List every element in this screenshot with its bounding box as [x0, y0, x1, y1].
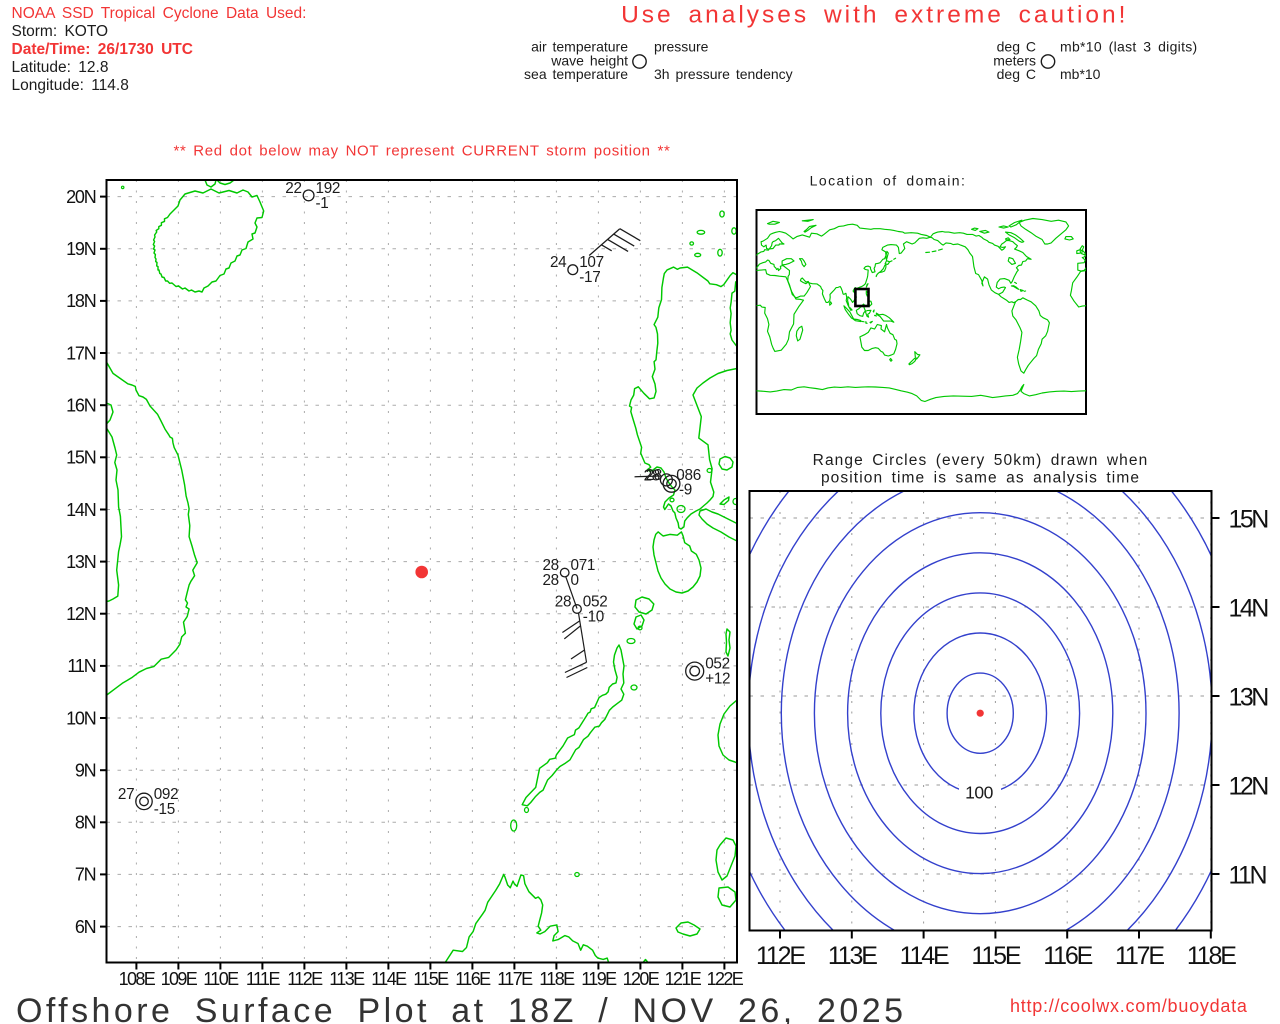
svg-text:** Red dot below may NOT repre: ** Red dot below may NOT represent CURRE…: [174, 143, 671, 160]
svg-text:15N: 15N: [1229, 506, 1269, 534]
svg-text:air temperature: air temperature: [531, 39, 628, 55]
svg-text:113E: 113E: [329, 969, 365, 989]
svg-text:118E: 118E: [1187, 942, 1236, 970]
svg-text:112E: 112E: [287, 969, 323, 989]
svg-text:Range Circles (every 50km) dra: Range Circles (every 50km) drawn when: [813, 452, 1149, 469]
svg-text:115E: 115E: [413, 969, 449, 989]
svg-text:0: 0: [571, 572, 579, 589]
svg-text:deg C: deg C: [997, 66, 1036, 82]
svg-text:109E: 109E: [161, 969, 198, 989]
svg-text:052: 052: [583, 594, 608, 611]
svg-text:14N: 14N: [1229, 595, 1269, 623]
svg-text:17N: 17N: [66, 343, 96, 363]
svg-text:111E: 111E: [246, 969, 281, 989]
svg-text:8N: 8N: [75, 813, 96, 833]
svg-text:115E: 115E: [971, 942, 1020, 970]
svg-text:119E: 119E: [581, 969, 617, 989]
svg-text:112E: 112E: [756, 942, 805, 970]
svg-text:15N: 15N: [66, 448, 96, 468]
svg-text:192: 192: [316, 180, 341, 197]
svg-text:sea temperature: sea temperature: [524, 66, 628, 82]
svg-text:110E: 110E: [203, 969, 239, 989]
svg-text:Longitude: 114.8: Longitude: 114.8: [12, 77, 129, 94]
svg-text:NOAA SSD Tropical Cyclone Data: NOAA SSD Tropical Cyclone Data Used:: [12, 5, 307, 22]
svg-text:-15: -15: [154, 801, 175, 818]
svg-text:wave height: wave height: [550, 53, 628, 69]
svg-text:107: 107: [579, 254, 604, 271]
svg-text:19N: 19N: [66, 239, 96, 259]
svg-text:3h pressure tendency: 3h pressure tendency: [654, 66, 793, 82]
svg-text:pressure: pressure: [654, 39, 709, 55]
svg-text:6N: 6N: [75, 917, 96, 937]
svg-text:118E: 118E: [539, 969, 575, 989]
svg-text:Use analyses with extreme caut: Use analyses with extreme caution!: [621, 1, 1128, 28]
svg-text:-9: -9: [679, 481, 692, 498]
svg-text:14N: 14N: [66, 500, 96, 520]
svg-text:position time is same as analy: position time is same as analysis time: [821, 470, 1140, 487]
svg-text:116E: 116E: [455, 969, 491, 989]
svg-text:7N: 7N: [75, 865, 96, 885]
svg-text:28: 28: [555, 594, 571, 611]
svg-text:mb*10 (last 3 digits): mb*10 (last 3 digits): [1060, 39, 1198, 55]
svg-text:mb*10: mb*10: [1060, 66, 1101, 82]
svg-text:20N: 20N: [66, 187, 96, 207]
svg-text:114E: 114E: [900, 942, 949, 970]
svg-text:13N: 13N: [66, 552, 96, 572]
svg-text:071: 071: [571, 557, 596, 574]
svg-text:100: 100: [965, 783, 993, 803]
svg-text:Offshore Surface Plot at 18Z /: Offshore Surface Plot at 18Z / NOV 26, 2…: [16, 992, 906, 1024]
svg-text:052: 052: [705, 656, 730, 673]
svg-text:16N: 16N: [66, 396, 96, 416]
svg-text:114E: 114E: [371, 969, 407, 989]
svg-text:10N: 10N: [66, 708, 96, 728]
svg-text:22: 22: [285, 180, 301, 197]
svg-text:18N: 18N: [66, 291, 96, 311]
svg-text:28: 28: [646, 467, 662, 484]
svg-text:116E: 116E: [1043, 942, 1092, 970]
svg-text:12N: 12N: [1229, 773, 1269, 801]
svg-text:113E: 113E: [828, 942, 877, 970]
svg-text:Storm: KOTO: Storm: KOTO: [12, 23, 109, 40]
svg-text:24: 24: [550, 254, 567, 271]
svg-text:12N: 12N: [66, 604, 96, 624]
svg-text:120E: 120E: [623, 969, 660, 989]
svg-text:121E: 121E: [665, 969, 702, 989]
svg-text:122E: 122E: [707, 969, 744, 989]
svg-text:Location of domain:: Location of domain:: [810, 173, 967, 189]
svg-text:Date/Time: 26/1730 UTC: Date/Time: 26/1730 UTC: [12, 41, 193, 58]
svg-text:Latitude: 12.8: Latitude: 12.8: [12, 59, 109, 76]
svg-text:http://coolwx.com/buoydata: http://coolwx.com/buoydata: [1010, 996, 1248, 1016]
svg-text:-1: -1: [316, 195, 329, 212]
svg-text:+12: +12: [705, 671, 730, 688]
svg-text:deg C: deg C: [997, 39, 1036, 55]
svg-text:9N: 9N: [75, 761, 96, 781]
svg-text:092: 092: [154, 786, 179, 803]
svg-text:086: 086: [676, 467, 701, 484]
svg-text:13N: 13N: [1229, 684, 1269, 712]
svg-text:28: 28: [542, 557, 558, 574]
svg-text:-17: -17: [579, 269, 600, 286]
svg-text:-10: -10: [583, 609, 604, 626]
svg-text:117E: 117E: [1115, 942, 1164, 970]
svg-text:11N: 11N: [1229, 862, 1267, 890]
svg-text:117E: 117E: [497, 969, 533, 989]
svg-text:108E: 108E: [119, 969, 156, 989]
svg-text:meters: meters: [993, 53, 1036, 69]
svg-text:11N: 11N: [67, 656, 95, 676]
svg-text:27: 27: [118, 786, 134, 803]
svg-text:28: 28: [542, 572, 558, 589]
